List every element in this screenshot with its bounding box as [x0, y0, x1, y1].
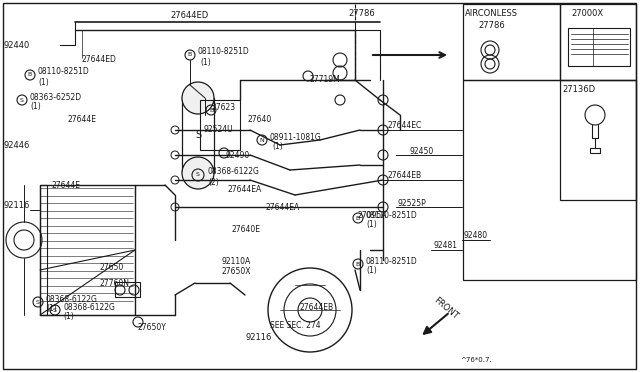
- Text: 27650Y: 27650Y: [138, 324, 167, 333]
- Text: 27623: 27623: [212, 103, 236, 112]
- Text: 27640: 27640: [248, 115, 272, 125]
- Text: 08368-6122G: 08368-6122G: [46, 295, 98, 304]
- Text: B: B: [356, 262, 360, 266]
- Text: 27644EC: 27644EC: [387, 122, 421, 131]
- Text: (1): (1): [366, 266, 377, 276]
- Text: FRONT: FRONT: [432, 295, 460, 321]
- Text: 08110-8251D: 08110-8251D: [198, 48, 250, 57]
- Text: 27644E: 27644E: [68, 115, 97, 125]
- Text: B: B: [28, 73, 32, 77]
- Text: (1): (1): [30, 103, 41, 112]
- Text: (1): (1): [38, 77, 49, 87]
- Text: (1): (1): [272, 142, 283, 151]
- Text: 27640E: 27640E: [232, 225, 261, 234]
- Text: 27095A: 27095A: [357, 211, 387, 219]
- Circle shape: [182, 157, 214, 189]
- Bar: [568, 28, 630, 66]
- Text: 27000X: 27000X: [571, 10, 603, 19]
- Bar: [463, 80, 636, 280]
- Text: 08110-8251D: 08110-8251D: [366, 257, 418, 266]
- Text: (1): (1): [366, 221, 377, 230]
- Text: 92110A: 92110A: [222, 257, 252, 266]
- Bar: [560, 80, 636, 200]
- Text: 27650: 27650: [100, 263, 124, 272]
- Text: 27136D: 27136D: [562, 86, 595, 94]
- Text: 92525P: 92525P: [397, 199, 426, 208]
- Text: 27644ED: 27644ED: [82, 55, 117, 64]
- Text: (1): (1): [200, 58, 211, 67]
- Text: 27760N: 27760N: [100, 279, 130, 289]
- Text: (1): (1): [46, 305, 57, 314]
- Bar: [115, 282, 140, 297]
- Circle shape: [182, 82, 214, 114]
- Text: S: S: [195, 130, 201, 140]
- Text: S: S: [20, 97, 24, 103]
- Bar: [40, 185, 135, 315]
- Text: 92490: 92490: [225, 151, 249, 160]
- Bar: [200, 100, 240, 150]
- Text: 27644EB: 27644EB: [300, 302, 334, 311]
- Text: 27719M: 27719M: [310, 76, 340, 84]
- Text: (2): (2): [208, 177, 219, 186]
- Text: S: S: [53, 308, 57, 312]
- Text: ^76*0.7.: ^76*0.7.: [460, 357, 492, 363]
- Text: 92450: 92450: [410, 147, 435, 155]
- Text: 08368-6122G: 08368-6122G: [63, 302, 115, 311]
- Bar: [463, 4, 560, 80]
- Text: 92524U: 92524U: [204, 125, 234, 135]
- Text: S: S: [36, 299, 40, 305]
- Text: 27786: 27786: [478, 22, 505, 31]
- Text: AIRCONLESS: AIRCONLESS: [465, 10, 518, 19]
- Text: 27644EA: 27644EA: [265, 203, 300, 212]
- Text: 92481: 92481: [433, 241, 457, 250]
- Text: 92440: 92440: [4, 41, 30, 49]
- Text: 92446: 92446: [4, 141, 30, 150]
- Text: 92480: 92480: [464, 231, 488, 241]
- Text: 08911-1081G: 08911-1081G: [270, 132, 322, 141]
- Text: B: B: [356, 215, 360, 221]
- Text: 08363-6252D: 08363-6252D: [30, 93, 82, 102]
- Text: 92116: 92116: [245, 334, 271, 343]
- Text: (1): (1): [63, 312, 74, 321]
- Text: 08110-8251D: 08110-8251D: [366, 211, 418, 219]
- Text: B: B: [188, 52, 192, 58]
- Text: 27644EA: 27644EA: [228, 186, 262, 195]
- Text: 27644E: 27644E: [52, 180, 81, 189]
- Text: N: N: [260, 138, 264, 142]
- Text: 08368-6122G: 08368-6122G: [208, 167, 260, 176]
- Text: 27650X: 27650X: [222, 267, 252, 276]
- Text: SEE SEC. 274: SEE SEC. 274: [270, 321, 321, 330]
- Text: 08110-8251D: 08110-8251D: [38, 67, 90, 77]
- Bar: [182, 98, 214, 173]
- Text: 92116: 92116: [4, 201, 30, 209]
- Bar: [40, 185, 47, 315]
- Bar: [560, 4, 636, 80]
- Text: 27644ED: 27644ED: [171, 12, 209, 20]
- Text: 27644EB: 27644EB: [387, 171, 421, 180]
- Text: B: B: [209, 108, 213, 112]
- Text: S: S: [196, 173, 200, 177]
- Text: 27786: 27786: [348, 10, 375, 19]
- Bar: [590, 148, 600, 153]
